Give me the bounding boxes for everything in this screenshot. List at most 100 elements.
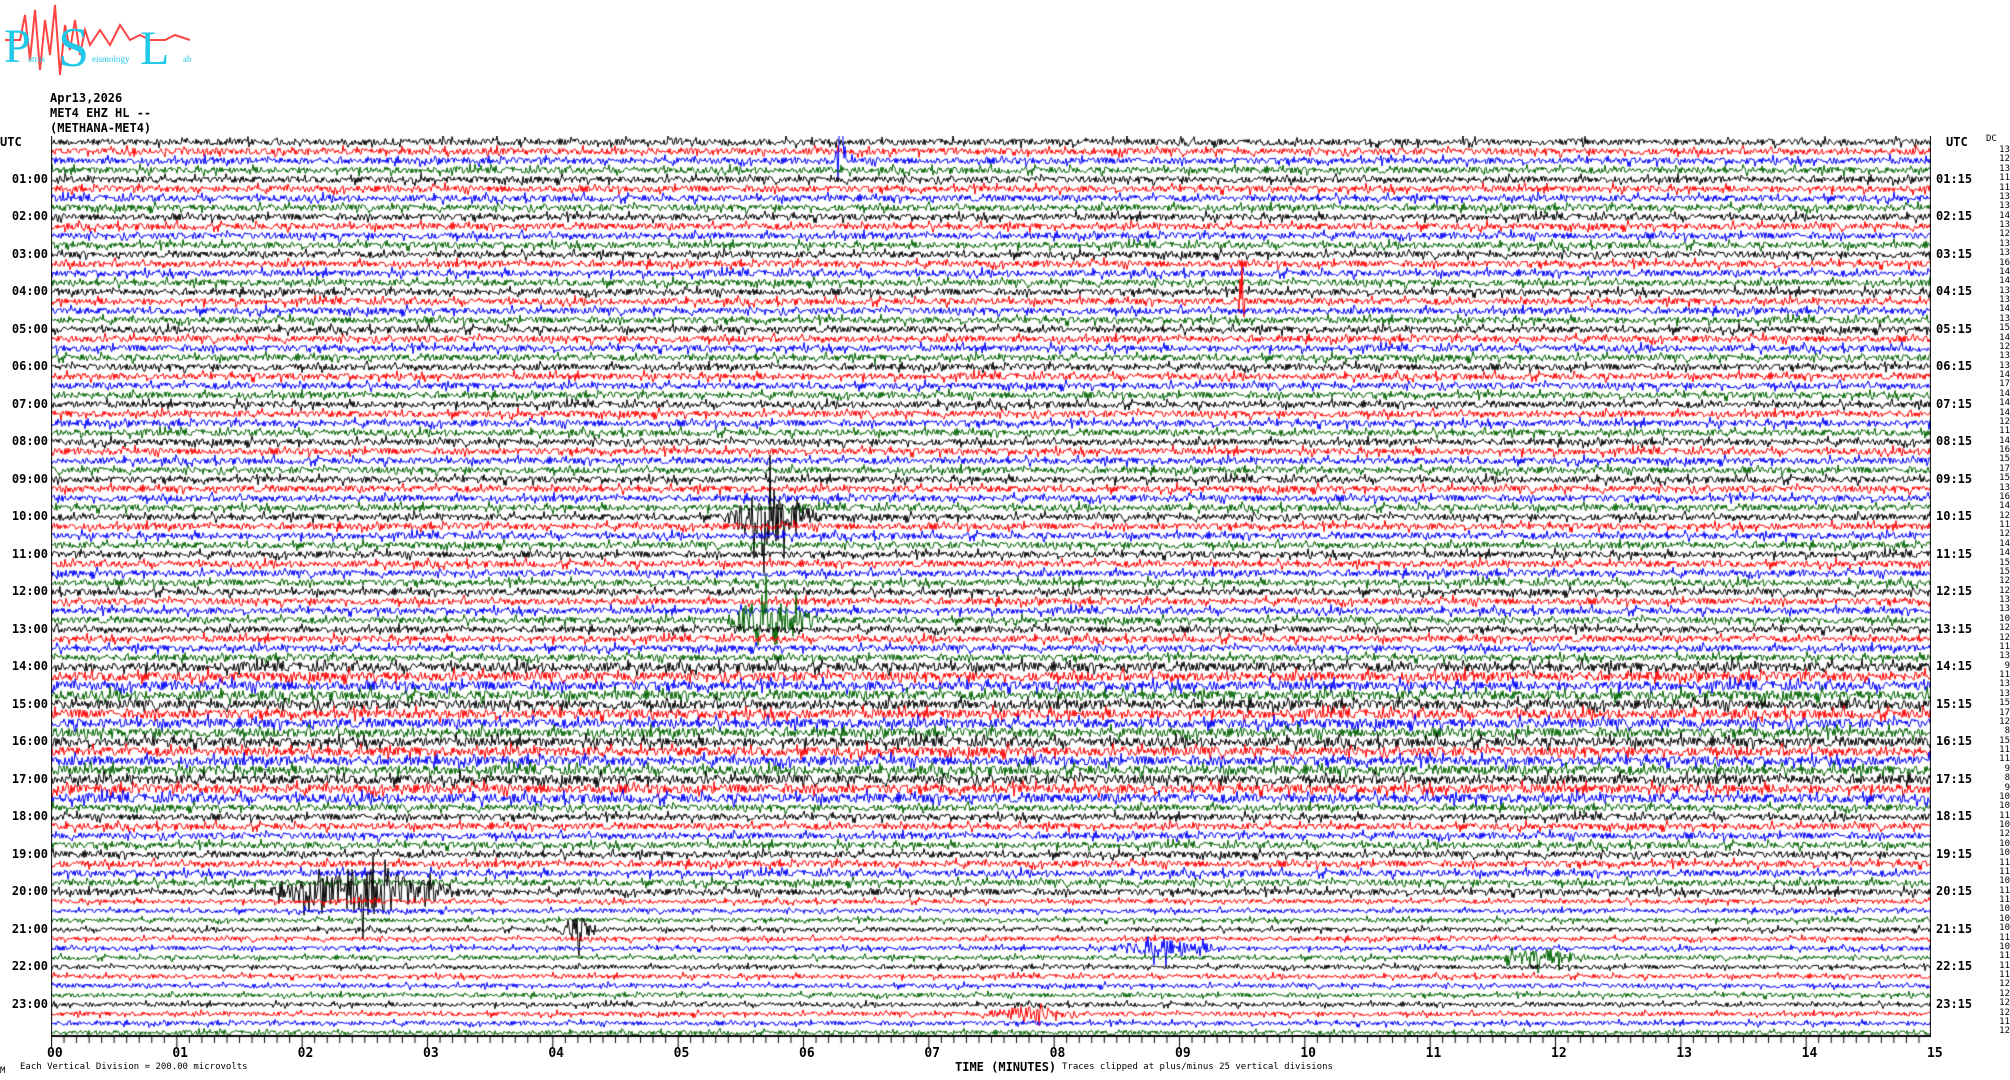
dc-value: 14 <box>1999 388 2010 399</box>
dc-value: 12 <box>1999 1026 2010 1037</box>
x-tick-label: 00 <box>47 1046 63 1061</box>
hour-label-right: 05:15 <box>1936 321 1973 336</box>
x-tick-label: 02 <box>297 1046 314 1061</box>
dc-value: 14 <box>1999 266 2010 277</box>
svg-text:P: P <box>4 20 31 73</box>
dc-value: 12 <box>1999 716 2010 727</box>
hour-label-right: 01:15 <box>1936 171 1973 186</box>
dc-value: 13 <box>1999 351 2010 362</box>
dc-value: 13 <box>1999 595 2010 605</box>
x-tick-label: 07 <box>924 1046 940 1061</box>
dc-value: 15 <box>1999 557 2010 568</box>
dc-value: 11 <box>1999 970 2010 980</box>
helicorder-traces <box>51 136 1931 1048</box>
hour-label-right: 12:15 <box>1936 584 1973 598</box>
dc-value: 12 <box>1999 988 2010 999</box>
hour-label-right: 07:15 <box>1936 396 1973 411</box>
dc-value: 13 <box>1999 145 2010 155</box>
dc-value: 10 <box>1999 941 2010 952</box>
dc-value: 13 <box>1999 238 2010 249</box>
dc-value: 10 <box>1999 613 2010 624</box>
dc-value: 10 <box>1999 791 2010 802</box>
psl-logo: P S L atras eismology ab <box>4 4 192 79</box>
hour-label-right: 18:15 <box>1936 809 1973 823</box>
hour-label-right: 10:15 <box>1936 509 1973 523</box>
x-tick-label: 08 <box>1049 1046 1066 1061</box>
dc-value: 13 <box>1999 191 2010 202</box>
x-tick-label: 03 <box>423 1046 439 1061</box>
hour-label-right: 21:15 <box>1936 921 1973 936</box>
dc-value: 12 <box>1999 229 2010 240</box>
dc-value: 14 <box>1999 501 2010 512</box>
dc-value: 12 <box>1999 979 2010 990</box>
dc-value: 13 <box>1999 248 2010 259</box>
dc-value: 16 <box>1999 491 2010 502</box>
dc-value: 14 <box>1999 370 2010 380</box>
hour-label-left: 06:00 <box>11 359 48 373</box>
x-tick-label: 13 <box>1676 1046 1692 1061</box>
dc-value: 10 <box>1999 848 2010 859</box>
dc-value: 13 <box>1999 651 2010 662</box>
dc-value: 14 <box>1999 276 2010 287</box>
dc-value: 14 <box>1999 332 2010 343</box>
utc-right-header: UTC <box>1946 135 1968 149</box>
dc-value: 12 <box>1999 1007 2010 1018</box>
hour-label-left: 14:00 <box>11 659 48 673</box>
hour-label-left: 19:00 <box>11 846 48 861</box>
dc-value: 14 <box>1999 304 2010 315</box>
svg-text:atras: atras <box>28 54 45 64</box>
dc-value: 12 <box>1999 341 2010 352</box>
dc-value: 12 <box>1999 632 2010 643</box>
dc-value: 15 <box>1999 698 2010 709</box>
dc-value: 12 <box>1999 585 2010 596</box>
hour-label-left: 15:00 <box>11 696 48 711</box>
dc-value: 13 <box>1999 163 2010 174</box>
hour-label-left: 17:00 <box>11 771 48 786</box>
hour-label-left: 05:00 <box>11 321 48 336</box>
dc-value: 13 <box>1999 295 2010 305</box>
hour-label-right: 04:15 <box>1936 284 1973 298</box>
dc-value: 14 <box>1999 210 2010 221</box>
hour-label-left: 01:00 <box>11 171 48 186</box>
dc-value: 11 <box>1999 960 2010 971</box>
dc-value: 13 <box>1999 482 2010 493</box>
dc-value: 12 <box>1999 416 2010 427</box>
dc-value: 12 <box>1999 998 2010 1009</box>
hour-label-right: 14:15 <box>1936 659 1973 673</box>
hour-label-right: 03:15 <box>1936 246 1973 261</box>
dc-value: 15 <box>1999 473 2010 484</box>
dc-value: 11 <box>1999 641 2010 652</box>
dc-value: 12 <box>1999 576 2010 587</box>
dc-value: 11 <box>1999 932 2010 943</box>
hour-label-left: 13:00 <box>11 621 48 636</box>
dc-value: 10 <box>1999 913 2010 924</box>
hour-label-left: 23:00 <box>11 996 48 1011</box>
dc-value: 10 <box>1999 904 2010 915</box>
hour-label-left: 12:00 <box>11 584 48 598</box>
hour-label-right: 20:15 <box>1936 884 1973 898</box>
dc-value: 10 <box>1999 820 2010 830</box>
hour-label-left: 21:00 <box>11 921 48 936</box>
hour-label-right: 11:15 <box>1936 546 1973 561</box>
hour-label-right: 17:15 <box>1936 771 1973 786</box>
x-tick-label: 04 <box>548 1046 564 1061</box>
x-tick-label: 11 <box>1425 1046 1442 1061</box>
hour-label-left: 08:00 <box>11 434 48 448</box>
dc-value: 12 <box>1999 510 2010 521</box>
hour-label-right: 16:15 <box>1936 734 1973 748</box>
utc-left-header: UTC <box>0 135 22 149</box>
x-tick-label: 12 <box>1551 1046 1567 1061</box>
dc-value: 9 <box>2004 763 2010 774</box>
hour-label-right: 19:15 <box>1936 846 1973 861</box>
dc-value: 14 <box>1999 548 2010 559</box>
dc-value: 17 <box>1999 707 2010 718</box>
hour-label-right: 13:15 <box>1936 621 1973 636</box>
dc-value: 13 <box>1999 679 2010 690</box>
dc-value: 8 <box>2004 726 2010 737</box>
svg-text:L: L <box>140 22 169 75</box>
dc-value: 11 <box>1999 810 2010 821</box>
dc-value: 11 <box>1999 1016 2010 1027</box>
dc-value: 9 <box>2004 660 2010 671</box>
dc-value: 15 <box>1999 566 2010 577</box>
dc-value: 15 <box>1999 323 2010 334</box>
